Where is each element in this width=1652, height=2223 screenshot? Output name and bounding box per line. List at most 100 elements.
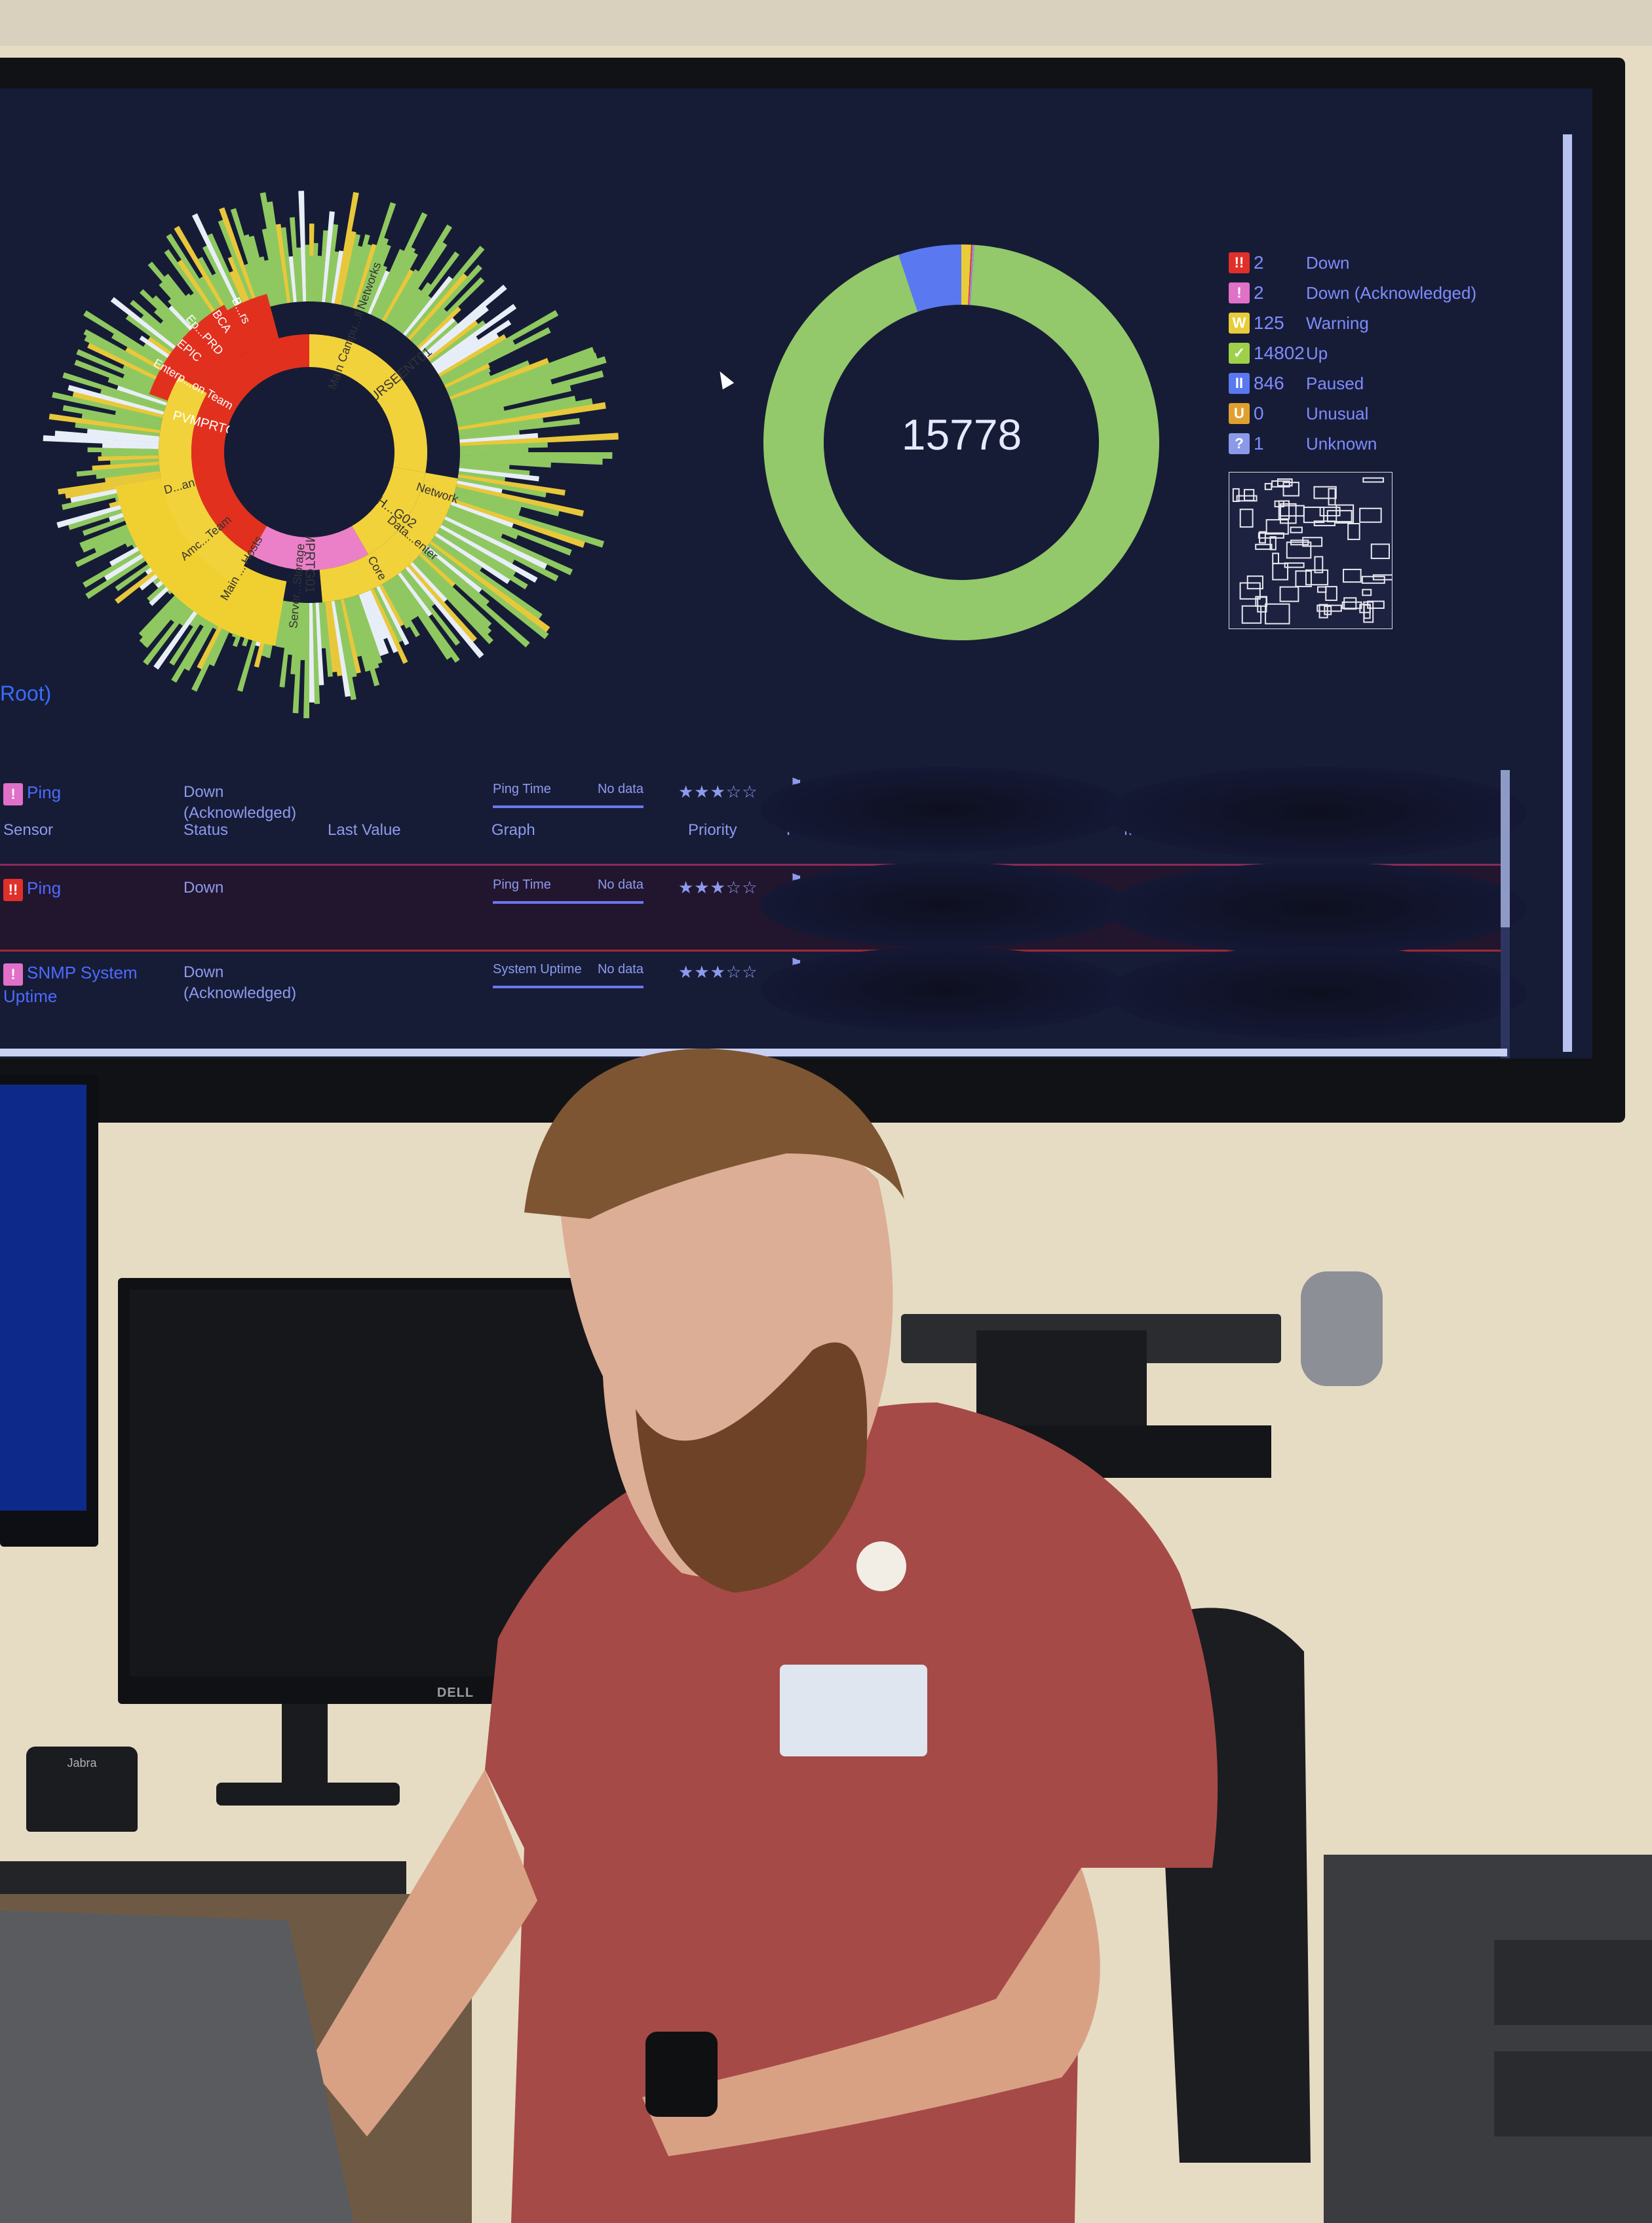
- sunburst-outer-segment[interactable]: [400, 296, 432, 334]
- sunburst-outer-segment[interactable]: [315, 602, 324, 686]
- donut-segment-paused[interactable]: [896, 244, 961, 313]
- table-row[interactable]: ! SNMP System Uptime Down (Acknowledged) …: [0, 947, 1527, 1039]
- sunburst-outer-segment[interactable]: [459, 455, 603, 465]
- sunburst-outer-segment[interactable]: [83, 310, 182, 374]
- sunburst-outer-segment[interactable]: [454, 370, 604, 415]
- sunburst-outer-segment[interactable]: [456, 480, 503, 493]
- sunburst-outer-segment[interactable]: [140, 289, 202, 349]
- sunburst-outer-segment[interactable]: [349, 596, 380, 687]
- sunburst-outer-segment[interactable]: [86, 429, 160, 440]
- sunburst-outer-segment[interactable]: [442, 519, 559, 582]
- sunburst-outer-segment[interactable]: [130, 300, 196, 357]
- sunburst-chart[interactable]: PHVNURSEENT01PH...G02PVMPRTG01PVMPRTG02M…: [43, 191, 619, 718]
- sunburst-outer-segment[interactable]: [218, 220, 258, 313]
- sunburst-outer-segment[interactable]: [429, 541, 550, 632]
- page-scrollbar[interactable]: [1563, 134, 1572, 1052]
- donut-segment-down-acknowledged-[interactable]: [969, 244, 974, 305]
- sunburst-outer-segment[interactable]: [276, 600, 288, 648]
- sunburst-outer-segment[interactable]: [410, 562, 448, 602]
- sunburst-outer-segment[interactable]: [259, 192, 284, 305]
- sunburst-outer-segment[interactable]: [459, 461, 510, 469]
- sunburst-outer-segment[interactable]: [244, 234, 269, 308]
- sunburst-outer-segment[interactable]: [379, 252, 419, 320]
- sunburst-outer-segment[interactable]: [334, 191, 359, 305]
- sunburst-outer-segment[interactable]: [368, 270, 390, 315]
- sunburst-ring-2-down[interactable]: [167, 294, 279, 393]
- sunburst-outer-segment[interactable]: [280, 227, 294, 303]
- sunburst-outer-segment[interactable]: [385, 269, 419, 324]
- sunburst-outer-segment[interactable]: [444, 363, 490, 389]
- sunburst-outer-segment[interactable]: [370, 589, 408, 664]
- sunburst-outer-segment[interactable]: [110, 297, 191, 361]
- sunburst-outer-segment[interactable]: [425, 306, 489, 359]
- priority-stars[interactable]: ★★★☆☆: [678, 962, 758, 982]
- sunburst-outer-segment[interactable]: [429, 320, 486, 364]
- sunburst-outer-segment[interactable]: [102, 443, 159, 450]
- sunburst-outer-segment[interactable]: [452, 495, 605, 548]
- sunburst-outer-segment[interactable]: [261, 228, 282, 305]
- donut-segment-up[interactable]: [763, 244, 1160, 641]
- sunburst-outer-segment[interactable]: [325, 224, 339, 303]
- sunburst-outer-segment[interactable]: [166, 233, 229, 327]
- sunburst-outer-segment[interactable]: [459, 433, 619, 446]
- sunburst-outer-segment[interactable]: [343, 598, 362, 657]
- sunburst-outer-segment[interactable]: [207, 233, 248, 316]
- sunburst-outer-segment[interactable]: [384, 581, 420, 638]
- sunburst-outer-segment[interactable]: [442, 327, 551, 385]
- sunburst-outer-segment[interactable]: [458, 417, 544, 434]
- sunburst-outer-segment[interactable]: [219, 207, 260, 311]
- mini-graph[interactable]: Ping Time No data: [493, 782, 644, 808]
- sunburst-outer-segment[interactable]: [279, 602, 294, 687]
- sunburst-outer-segment[interactable]: [347, 234, 370, 307]
- sunburst-outer-segment[interactable]: [76, 465, 160, 477]
- sunburst-outer-segment[interactable]: [340, 234, 360, 306]
- sunburst-outer-segment[interactable]: [334, 600, 356, 701]
- sunburst-outer-segment[interactable]: [54, 431, 159, 443]
- sunburst-outer-segment[interactable]: [115, 411, 163, 424]
- legend-item-unknown[interactable]: ? 1 Unknown: [1229, 432, 1377, 455]
- sunburst-outer-segment[interactable]: [457, 398, 593, 427]
- sunburst-outer-segment[interactable]: [417, 555, 492, 628]
- sunburst-outer-segment[interactable]: [362, 244, 391, 313]
- sunburst-outer-segment[interactable]: [390, 242, 448, 327]
- sunburst-outer-segment[interactable]: [431, 538, 543, 619]
- sunburst-outer-segment[interactable]: [419, 552, 455, 587]
- sunburst-outer-segment[interactable]: [450, 347, 595, 403]
- sunburst-outer-segment[interactable]: [364, 591, 388, 640]
- sunburst-outer-segment[interactable]: [455, 483, 585, 517]
- sunburst-outer-segment[interactable]: [288, 256, 297, 303]
- sunburst-outer-segment[interactable]: [289, 217, 300, 302]
- mini-map-thumbnail[interactable]: [1229, 472, 1393, 629]
- sunburst-outer-segment[interactable]: [387, 224, 452, 325]
- sunburst-outer-segment[interactable]: [434, 533, 510, 585]
- sunburst-outer-segment[interactable]: [436, 333, 499, 375]
- legend-item-down[interactable]: !! 2 Down: [1229, 251, 1349, 275]
- legend-item-unusual[interactable]: U 0 Unusual: [1229, 402, 1368, 425]
- sunburst-outer-segment[interactable]: [83, 329, 178, 383]
- legend-item-paused[interactable]: II 846 Paused: [1229, 372, 1364, 395]
- sunburst-outer-segment[interactable]: [449, 505, 572, 556]
- sunburst-outer-segment[interactable]: [298, 191, 307, 302]
- sunburst-outer-segment[interactable]: [458, 471, 506, 482]
- sunburst-outer-segment[interactable]: [227, 256, 254, 313]
- sunburst-outer-segment[interactable]: [398, 251, 460, 332]
- sunburst-outer-segment[interactable]: [408, 273, 468, 341]
- sunburst-outer-segment[interactable]: [191, 213, 246, 317]
- sunburst-outer-segment[interactable]: [453, 492, 520, 516]
- sunburst-outer-segment[interactable]: [393, 288, 422, 329]
- sunburst-ring-3-warning[interactable]: [115, 474, 287, 646]
- mini-graph[interactable]: System Uptime No data: [493, 962, 644, 988]
- sunburst-outer-segment[interactable]: [387, 579, 415, 621]
- horizontal-scrollbar[interactable]: [0, 1049, 1507, 1056]
- sunburst-outer-segment[interactable]: [312, 242, 318, 302]
- sunburst-outer-segment[interactable]: [459, 452, 613, 459]
- sunburst-outer-segment[interactable]: [290, 602, 300, 675]
- sunburst-outer-segment[interactable]: [361, 592, 389, 655]
- sunburst-outer-segment[interactable]: [447, 372, 491, 395]
- sunburst-outer-segment[interactable]: [398, 572, 432, 617]
- table-scrollbar-thumb[interactable]: [1501, 770, 1510, 927]
- sunburst-outer-segment[interactable]: [459, 442, 548, 450]
- donut-segment-warning[interactable]: [961, 244, 972, 305]
- sunburst-outer-segment[interactable]: [353, 243, 377, 309]
- sunburst-outer-segment[interactable]: [402, 568, 435, 607]
